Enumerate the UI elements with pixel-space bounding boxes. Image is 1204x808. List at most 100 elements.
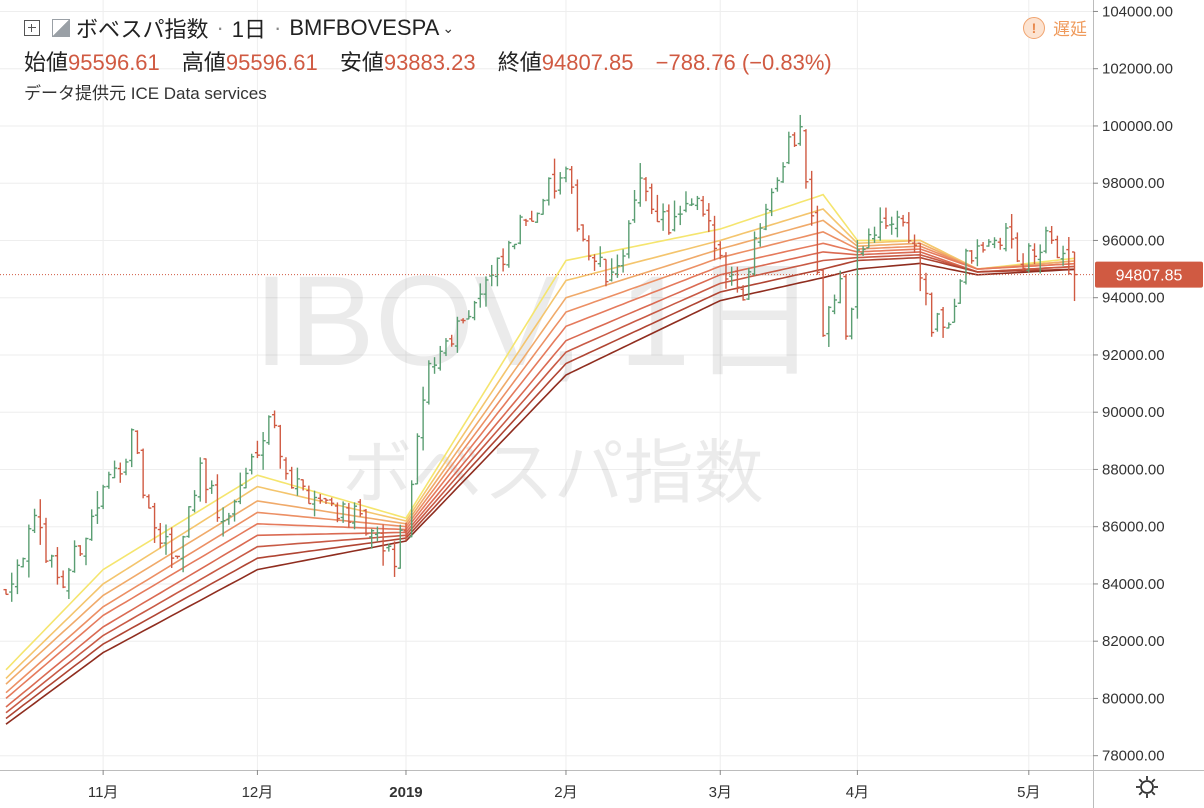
ohlc-bar [814,205,820,275]
ohlc-bar [1014,232,1020,263]
ohlc-bar [94,491,100,524]
ohlc-bar [552,158,558,199]
ohlc-bar [169,527,175,568]
ohlc-bar [363,509,369,536]
warning-icon: ! [1023,16,1045,39]
grid-lines [0,0,1093,770]
watermark-name: ボベスパ指数 [342,432,763,514]
ohlc-bar [1026,243,1032,273]
price-tick-label: 98000.00 [1102,175,1165,192]
ohlc-bar [237,472,243,505]
interval-label[interactable]: 1日 [231,17,267,42]
low-value: 93883.23 [383,50,476,75]
ohlc-bar [580,224,586,242]
ohlc-bar [426,360,432,405]
ohlc-bar [826,306,832,347]
ohlc-bar [226,512,232,525]
ohlc-bar [449,334,455,347]
ohlc-bar [414,433,420,485]
chevron-down-icon[interactable]: ⌄ [442,19,455,36]
ohlc-bar [734,266,740,293]
ohlc-bar [917,242,923,292]
ohlc-bar [500,248,506,272]
ohlc-bar [357,499,363,517]
ohlc-bar [832,294,838,315]
ma-line-ma5 [5,242,1075,700]
ohlc-bar [963,248,969,285]
ohlc-bar [432,357,438,374]
ohlc-bar [597,246,603,268]
ohlc-bar [134,430,140,455]
ohlc-bar [746,267,752,300]
data-source-label: データ提供元 ICE Data services [24,84,267,103]
close-label: 終値 [497,50,542,75]
symbol-header[interactable]: ボベスパ指数 · 1日 · BMFBOVESPA ⌄ [24,12,454,44]
ohlc-bar [632,189,638,223]
exchange-label[interactable]: BMFBOVESPA [289,15,440,40]
ohlc-bar [323,497,329,504]
ohlc-bar [174,555,180,559]
ohlc-bar [294,467,300,496]
ohlc-bar [843,274,849,340]
ohlc-bar [60,570,66,589]
ohlc-bar [249,453,255,475]
ohlc-bar [380,524,386,566]
ohlc-bar [523,218,529,226]
ohlc-bar [163,524,169,555]
ohlc-bar [986,239,992,247]
ma-line-ma6 [5,251,1075,708]
ohlc-bar [409,480,415,538]
ohlc-bar [797,114,803,146]
last-price-tag: 94807.85 [1095,261,1203,288]
time-axis[interactable]: 11月 12月 2019 2月 3月 4月 5月 [88,770,1041,801]
price-tick-label: 96000.00 [1102,232,1165,249]
ohlc-bar [837,270,843,304]
ohlc-bar [83,537,89,566]
price-tick-label: 88000.00 [1102,461,1165,478]
time-tick-label: 5月 [1017,784,1040,801]
price-axis[interactable]: 78000.00 80000.00 82000.00 84000.00 86000.00… [1093,3,1173,765]
last-price-label: 94807.85 [1116,268,1183,285]
ohlc-bar [586,235,592,261]
price-tick-label: 92000.00 [1102,347,1165,364]
ohlc-bar [569,166,575,194]
price-tick-label: 104000.00 [1102,3,1173,20]
ohlc-bar [740,285,746,301]
ohlc-bar [37,499,43,545]
price-tick-label: 102000.00 [1102,61,1173,78]
ma-line-ma1 [5,193,1075,671]
ohlc-bar [443,338,449,357]
ohlc-bar [186,506,192,538]
ohlc-bar [89,509,95,541]
ohlc-bars [3,114,1078,602]
time-tick-label: 11月 [88,784,119,801]
ohlc-bar [654,194,660,223]
ma-line-ma3 [5,219,1075,685]
ohlc-bar [283,457,289,480]
ohlc-bar [929,292,935,337]
high-value: 95596.61 [225,50,318,75]
gear-icon[interactable] [1134,774,1160,800]
ohlc-bar [700,195,706,217]
add-compare-icon[interactable] [24,20,40,36]
ohlc-bar [220,507,226,537]
ohlc-bar [803,129,809,189]
ohlc-bar [100,484,106,510]
ohlc-bar [1066,237,1072,275]
ohlc-bar [626,220,632,259]
ohlc-bar [289,466,295,489]
time-tick-label: 4月 [846,784,869,801]
ohlc-bar [300,479,306,491]
delay-badge[interactable]: ! 遅延 [1023,15,1087,40]
ohlc-bar [460,318,466,324]
ohlc-bar [397,524,403,569]
ohlc-bar [752,231,758,276]
ohlc-bar [203,458,209,504]
ohlc-bar [614,254,620,278]
ma-line-ma2 [5,208,1075,679]
ohlc-bar [992,237,998,249]
ohlc-bar [1049,226,1055,244]
ohlc-bar [1072,251,1078,302]
ohlc-bar [260,432,266,470]
